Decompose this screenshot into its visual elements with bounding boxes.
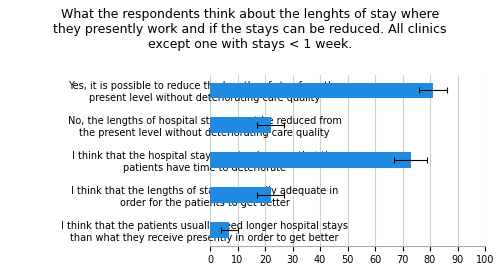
Bar	[210, 117, 270, 133]
Bar	[210, 152, 411, 168]
Text: What the respondents think about the lenghts of stay where
they presently work a: What the respondents think about the len…	[53, 8, 447, 51]
Bar	[210, 187, 270, 203]
Bar	[210, 222, 229, 238]
Bar	[210, 83, 433, 98]
